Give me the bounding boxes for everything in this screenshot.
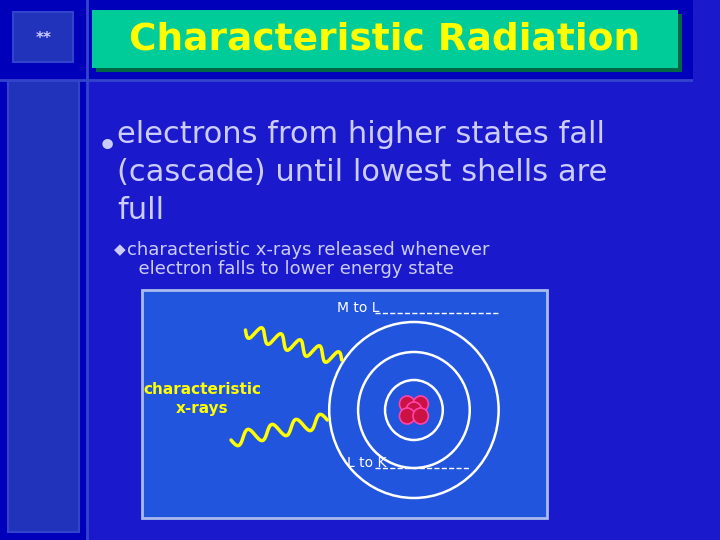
FancyBboxPatch shape xyxy=(8,8,79,532)
FancyBboxPatch shape xyxy=(0,0,693,80)
FancyBboxPatch shape xyxy=(143,290,546,518)
Text: full: full xyxy=(117,196,165,225)
Text: M to L: M to L xyxy=(337,301,379,315)
Circle shape xyxy=(413,408,428,424)
Text: x-rays: x-rays xyxy=(176,401,228,415)
Text: electron falls to lower energy state: electron falls to lower energy state xyxy=(127,260,454,278)
FancyBboxPatch shape xyxy=(96,14,682,72)
Text: characteristic x-rays released whenever: characteristic x-rays released whenever xyxy=(127,241,490,259)
Text: (cascade) until lowest shells are: (cascade) until lowest shells are xyxy=(117,158,608,187)
FancyBboxPatch shape xyxy=(14,12,73,62)
Circle shape xyxy=(413,396,428,412)
Text: L to K: L to K xyxy=(346,456,386,470)
Text: **: ** xyxy=(35,30,51,45)
Text: characteristic: characteristic xyxy=(143,382,261,397)
FancyBboxPatch shape xyxy=(0,0,86,540)
FancyBboxPatch shape xyxy=(0,0,693,540)
Circle shape xyxy=(400,408,415,424)
Text: electrons from higher states fall: electrons from higher states fall xyxy=(117,120,606,149)
Text: Characteristic Radiation: Characteristic Radiation xyxy=(130,22,641,58)
Text: •: • xyxy=(96,130,117,164)
Circle shape xyxy=(400,396,415,412)
Text: ◆: ◆ xyxy=(114,242,125,257)
FancyBboxPatch shape xyxy=(92,10,678,68)
Circle shape xyxy=(406,402,422,418)
